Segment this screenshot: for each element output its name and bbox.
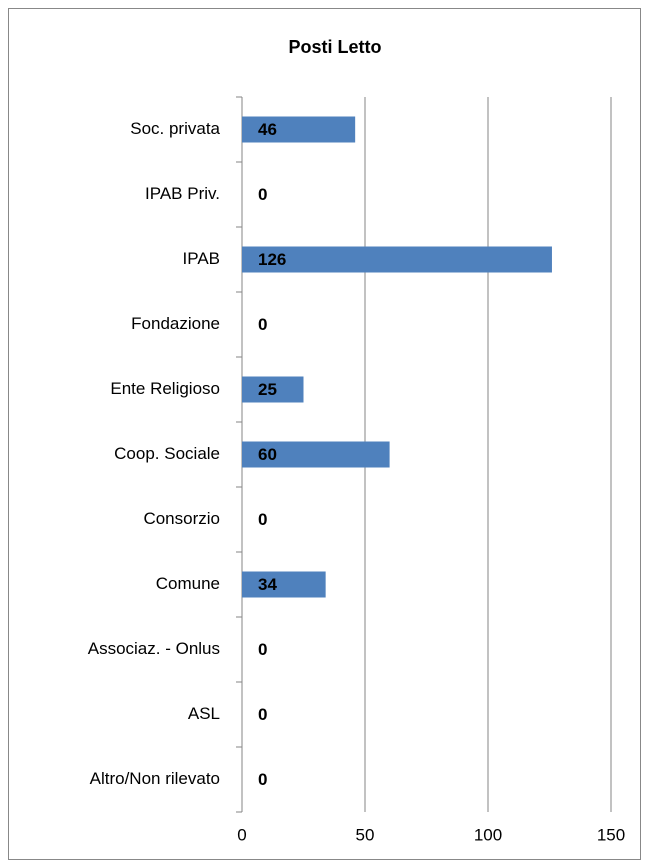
chart-title: Posti Letto: [289, 37, 382, 57]
data-label: 46: [258, 120, 277, 139]
data-label: 25: [258, 380, 277, 399]
y-tick-label: Ente Religioso: [110, 379, 220, 398]
y-tick-label: Coop. Sociale: [114, 444, 220, 463]
x-tick-label: 0: [237, 825, 246, 844]
data-label: 0: [258, 770, 267, 789]
y-tick-label: Consorzio: [143, 509, 220, 528]
x-tick-label: 100: [474, 825, 502, 844]
data-label: 0: [258, 315, 267, 334]
data-label: 0: [258, 185, 267, 204]
bar: [242, 246, 552, 273]
bar: [242, 376, 304, 403]
chart-frame: [8, 8, 641, 860]
y-tick-label: Fondazione: [131, 314, 220, 333]
y-tick-label: ASL: [188, 704, 220, 723]
data-label: 34: [258, 575, 277, 594]
y-tick-label: IPAB: [183, 249, 220, 268]
x-tick-label: 150: [597, 825, 625, 844]
bar: [242, 116, 356, 143]
data-label: 0: [258, 510, 267, 529]
data-label: 60: [258, 445, 277, 464]
bar: [242, 441, 390, 468]
data-label: 0: [258, 705, 267, 724]
data-label: 0: [258, 640, 267, 659]
y-tick-label: Associaz. - Onlus: [88, 639, 220, 658]
x-tick-label: 50: [356, 825, 375, 844]
y-tick-label: Altro/Non rilevato: [90, 769, 220, 788]
bar: [242, 571, 326, 598]
y-tick-label: IPAB Priv.: [145, 184, 220, 203]
data-label: 126: [258, 250, 286, 269]
y-tick-label: Soc. privata: [130, 119, 220, 138]
y-tick-label: Comune: [156, 574, 220, 593]
